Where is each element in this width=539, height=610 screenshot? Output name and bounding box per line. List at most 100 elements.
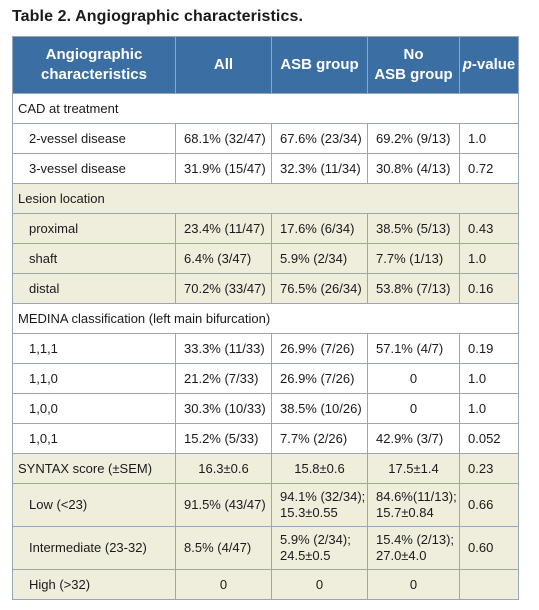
row-label: proximal	[12, 213, 176, 244]
cell-no-asb: 42.9% (3/7)	[367, 423, 460, 454]
cell-no-asb: 30.8% (4/13)	[367, 153, 460, 184]
row-label: distal	[12, 273, 176, 304]
header-p-italic: p	[462, 56, 472, 73]
cell-asb: 15.8±0.6	[271, 453, 368, 484]
cell-p: 0.43	[459, 213, 519, 244]
cell-all: 23.4% (11/47)	[175, 213, 272, 244]
cell-all: 0	[175, 569, 272, 600]
table-row: 1,0,0 30.3% (10/33) 38.5% (10/26) 0 1.0	[12, 393, 519, 424]
cell-no-asb-line1: 84.6%(11/13);	[376, 489, 457, 504]
cell-asb: 5.9% (2/34)	[271, 243, 368, 274]
row-label: 1,0,0	[12, 393, 176, 424]
header-p-rest: -value	[471, 56, 516, 73]
cell-no-asb-line2: 27.0±4.0	[376, 548, 427, 563]
header-characteristics-line1: Angiographic	[45, 46, 143, 63]
cell-asb: 5.9% (2/34); 24.5±0.5	[271, 526, 368, 570]
cell-p: 1.0	[459, 243, 519, 274]
cell-asb-line2: 15.3±0.55	[280, 505, 338, 520]
table-row: Intermediate (23-32) 8.5% (4/47) 5.9% (2…	[12, 526, 519, 570]
cell-all: 8.5% (4/47)	[175, 526, 272, 570]
section-row: MEDINA classification (left main bifurca…	[12, 303, 519, 334]
row-label: SYNTAX score (±SEM)	[12, 453, 176, 484]
row-label: shaft	[12, 243, 176, 274]
cell-asb: 67.6% (23/34)	[271, 123, 368, 154]
section-label: MEDINA classification (left main bifurca…	[12, 303, 519, 334]
cell-all: 21.2% (7/33)	[175, 363, 272, 394]
table-row: proximal 23.4% (11/47) 17.6% (6/34) 38.5…	[12, 213, 519, 244]
row-label: 3-vessel disease	[12, 153, 176, 184]
cell-no-asb: 0	[367, 393, 460, 424]
cell-no-asb: 7.7% (1/13)	[367, 243, 460, 274]
cell-asb-line2: 24.5±0.5	[280, 548, 331, 563]
cell-no-asb: 69.2% (9/13)	[367, 123, 460, 154]
cell-asb: 26.9% (7/26)	[271, 363, 368, 394]
cell-asb: 94.1% (32/34); 15.3±0.55	[271, 483, 368, 527]
table-row: shaft 6.4% (3/47) 5.9% (2/34) 7.7% (1/13…	[12, 243, 519, 274]
header-all: All	[175, 36, 272, 94]
cell-all: 70.2% (33/47)	[175, 273, 272, 304]
row-label: 2-vessel disease	[12, 123, 176, 154]
cell-p: 0.72	[459, 153, 519, 184]
cell-all: 30.3% (10/33)	[175, 393, 272, 424]
cell-asb: 76.5% (26/34)	[271, 273, 368, 304]
cell-p: 0.052	[459, 423, 519, 454]
header-no-asb-line1: No	[403, 46, 424, 63]
cell-all: 68.1% (32/47)	[175, 123, 272, 154]
cell-p: 1.0	[459, 393, 519, 424]
cell-no-asb-line1: 15.4% (2/13);	[376, 532, 455, 547]
cell-asb-line1: 94.1% (32/34);	[280, 489, 366, 504]
cell-no-asb: 53.8% (7/13)	[367, 273, 460, 304]
row-label: Intermediate (23-32)	[12, 526, 176, 570]
cell-no-asb: 17.5±1.4	[367, 453, 460, 484]
cell-all: 6.4% (3/47)	[175, 243, 272, 274]
row-label: 1,0,1	[12, 423, 176, 454]
cell-no-asb: 57.1% (4/7)	[367, 333, 460, 364]
cell-asb: 38.5% (10/26)	[271, 393, 368, 424]
header-asb-group: ASB group	[271, 36, 368, 94]
cell-all: 31.9% (15/47)	[175, 153, 272, 184]
cell-p	[459, 569, 519, 600]
cell-p: 1.0	[459, 123, 519, 154]
header-no-asb-group: No ASB group	[367, 36, 460, 94]
section-row: Lesion location	[12, 183, 519, 214]
cell-asb: 32.3% (11/34)	[271, 153, 368, 184]
row-label: Low (<23)	[12, 483, 176, 527]
cell-p: 0.23	[459, 453, 519, 484]
cell-all: 15.2% (5/33)	[175, 423, 272, 454]
cell-asb: 0	[271, 569, 368, 600]
cell-p: 0.66	[459, 483, 519, 527]
cell-all: 16.3±0.6	[175, 453, 272, 484]
cell-asb-line1: 5.9% (2/34);	[280, 532, 351, 547]
header-p-value: p-value	[459, 36, 519, 94]
row-label: 1,1,0	[12, 363, 176, 394]
table-row: distal 70.2% (33/47) 76.5% (26/34) 53.8%…	[12, 273, 519, 304]
table-row: High (>32) 0 0 0	[12, 569, 519, 600]
header-characteristics: Angiographic characteristics	[12, 36, 176, 94]
table-row: 1,0,1 15.2% (5/33) 7.7% (2/26) 42.9% (3/…	[12, 423, 519, 454]
table-row: 3-vessel disease 31.9% (15/47) 32.3% (11…	[12, 153, 519, 184]
angiographic-table: Angiographic characteristics All ASB gro…	[12, 36, 519, 600]
cell-no-asb: 84.6%(11/13); 15.7±0.84	[367, 483, 460, 527]
table-row: 2-vessel disease 68.1% (32/47) 67.6% (23…	[12, 123, 519, 154]
cell-all: 91.5% (43/47)	[175, 483, 272, 527]
row-label: 1,1,1	[12, 333, 176, 364]
table-row: 1,1,1 33.3% (11/33) 26.9% (7/26) 57.1% (…	[12, 333, 519, 364]
table-title: Table 2. Angiographic characteristics.	[12, 8, 304, 25]
header-characteristics-line2: characteristics	[41, 66, 147, 83]
cell-asb: 17.6% (6/34)	[271, 213, 368, 244]
cell-asb: 7.7% (2/26)	[271, 423, 368, 454]
table-row: SYNTAX score (±SEM) 16.3±0.6 15.8±0.6 17…	[12, 453, 519, 484]
section-label: CAD at treatment	[12, 93, 519, 124]
cell-no-asb: 0	[367, 363, 460, 394]
cell-p: 0.60	[459, 526, 519, 570]
cell-no-asb-line2: 15.7±0.84	[376, 505, 434, 520]
cell-no-asb: 15.4% (2/13); 27.0±4.0	[367, 526, 460, 570]
cell-p: 0.19	[459, 333, 519, 364]
header-no-asb-line2: ASB group	[374, 66, 453, 83]
row-label: High (>32)	[12, 569, 176, 600]
cell-all: 33.3% (11/33)	[175, 333, 272, 364]
cell-p: 0.16	[459, 273, 519, 304]
table-row: 1,1,0 21.2% (7/33) 26.9% (7/26) 0 1.0	[12, 363, 519, 394]
header-row: Angiographic characteristics All ASB gro…	[12, 36, 519, 94]
section-label: Lesion location	[12, 183, 519, 214]
